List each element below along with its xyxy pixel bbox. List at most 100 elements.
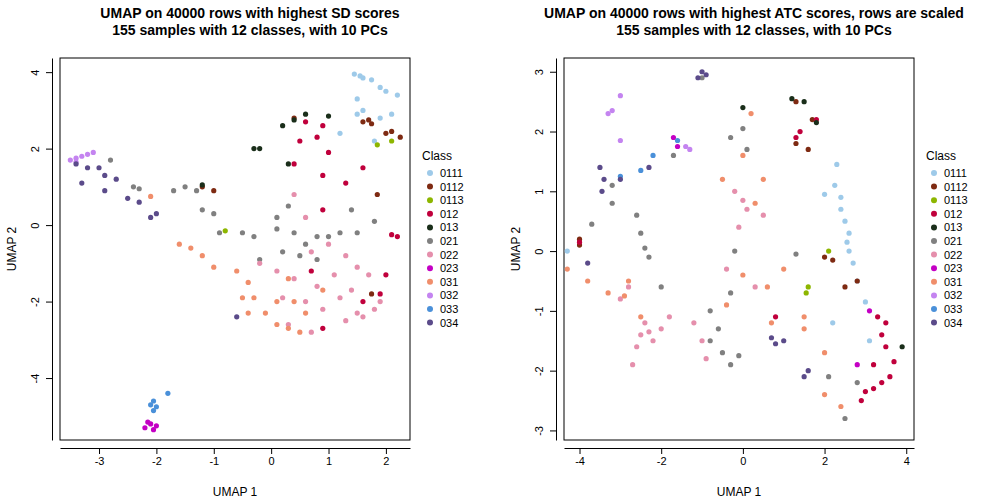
- point: [125, 196, 130, 201]
- point: [366, 272, 371, 277]
- point: [883, 344, 888, 349]
- point: [372, 307, 377, 312]
- point: [177, 242, 182, 247]
- legend-marker: [931, 306, 937, 312]
- point: [251, 295, 256, 300]
- x-tick-label: 1: [326, 455, 332, 467]
- point: [577, 240, 582, 245]
- point: [859, 398, 864, 403]
- point: [274, 215, 279, 220]
- point: [234, 314, 239, 319]
- point: [804, 290, 809, 295]
- point: [638, 231, 643, 236]
- point: [704, 356, 709, 361]
- point: [638, 314, 643, 319]
- point: [211, 188, 216, 193]
- point: [375, 192, 380, 197]
- y-tick-label: 2: [29, 146, 41, 152]
- point: [337, 131, 342, 136]
- point: [802, 374, 807, 379]
- point: [826, 374, 831, 379]
- point: [291, 192, 296, 197]
- point: [251, 234, 256, 239]
- point: [610, 201, 615, 206]
- y-tick-mark: [550, 72, 556, 73]
- legend-label: 033: [944, 303, 962, 315]
- point: [360, 108, 365, 113]
- x-tick-label: 0: [740, 455, 746, 467]
- legend-marker: [427, 184, 433, 190]
- point: [638, 168, 643, 173]
- point: [720, 350, 725, 355]
- point: [148, 215, 153, 220]
- y-tick-mark: [46, 378, 52, 379]
- point: [320, 173, 325, 178]
- point: [246, 280, 251, 285]
- point: [246, 310, 251, 315]
- point: [883, 320, 888, 325]
- x-tick: 0: [269, 448, 275, 467]
- point: [200, 207, 205, 212]
- title: UMAP on 40000 rows with highest ATC scor…: [544, 5, 964, 38]
- y-label: UMAP 2: [5, 226, 19, 271]
- point: [773, 314, 778, 319]
- point: [597, 165, 602, 170]
- point: [728, 135, 733, 140]
- y-axis-line: [556, 59, 557, 441]
- point: [211, 211, 216, 216]
- point: [830, 257, 835, 262]
- point: [389, 129, 394, 134]
- y-tick: -1: [533, 306, 556, 316]
- point: [761, 177, 766, 182]
- point: [740, 126, 745, 131]
- point: [194, 188, 199, 193]
- point: [395, 92, 400, 97]
- point: [303, 215, 308, 220]
- legend-marker: [931, 184, 937, 190]
- y-tick-mark: [550, 430, 556, 431]
- point: [332, 272, 337, 277]
- point: [659, 326, 664, 331]
- y-tick: 2: [533, 129, 556, 135]
- legend-label: 023: [440, 262, 458, 274]
- legend-marker: [931, 238, 937, 244]
- point: [337, 230, 342, 235]
- point: [217, 230, 222, 235]
- point: [691, 320, 696, 325]
- point: [650, 338, 655, 343]
- points: [68, 71, 403, 432]
- point: [369, 291, 374, 296]
- point: [671, 153, 676, 158]
- point: [879, 380, 884, 385]
- point: [797, 129, 802, 134]
- y-axis: -4-2024: [29, 59, 53, 441]
- point: [610, 108, 615, 113]
- point: [360, 314, 365, 319]
- legend-marker: [427, 224, 433, 230]
- point: [137, 186, 142, 191]
- point: [622, 293, 627, 298]
- point: [372, 219, 377, 224]
- point: [326, 242, 331, 247]
- y-tick-mark: [550, 191, 556, 192]
- point: [740, 272, 745, 277]
- y-tick-label: 0: [533, 249, 545, 255]
- legend-label: 031: [944, 276, 962, 288]
- x-tick-label: -1: [209, 455, 219, 467]
- point: [744, 207, 749, 212]
- point: [378, 115, 383, 120]
- x-tick-mark: [156, 448, 157, 454]
- point: [601, 177, 606, 182]
- point: [736, 353, 741, 358]
- point: [360, 299, 365, 304]
- x-tick: -2: [657, 448, 667, 467]
- point: [740, 105, 745, 110]
- point: [291, 230, 296, 235]
- point: [769, 335, 774, 340]
- point: [240, 295, 245, 300]
- point: [610, 183, 615, 188]
- x-tick-label: -4: [575, 455, 585, 467]
- point: [309, 249, 314, 254]
- legend-label: 033: [440, 303, 458, 315]
- point: [855, 278, 860, 283]
